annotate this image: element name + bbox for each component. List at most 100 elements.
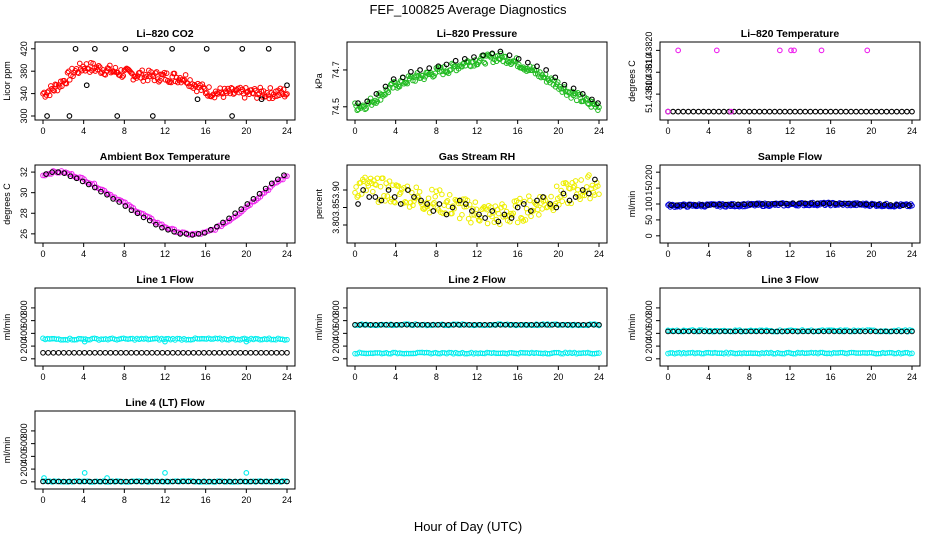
data-point bbox=[858, 108, 865, 115]
data-point bbox=[393, 321, 400, 328]
data-layer bbox=[352, 48, 602, 114]
panel-8: Line 2 Flow ml/min 0 4 8 12 16 20 24 0 20040060080… bbox=[314, 274, 608, 382]
data-point bbox=[845, 200, 851, 207]
data-point bbox=[431, 73, 437, 79]
data-point bbox=[695, 108, 702, 115]
data-point bbox=[815, 328, 822, 335]
data-point bbox=[893, 108, 900, 115]
data-point bbox=[875, 201, 882, 208]
data-point bbox=[502, 321, 509, 328]
data-point bbox=[736, 108, 743, 115]
data-point bbox=[808, 200, 815, 207]
data-point bbox=[872, 328, 879, 335]
data-point bbox=[864, 47, 871, 54]
y-axis-label: ml/min bbox=[314, 314, 324, 341]
data-point bbox=[567, 185, 573, 192]
data-point bbox=[442, 210, 449, 216]
data-point bbox=[40, 349, 46, 356]
data-point bbox=[116, 199, 123, 205]
data-point bbox=[820, 200, 827, 207]
data-point bbox=[153, 221, 159, 228]
data-point bbox=[518, 321, 524, 328]
data-point bbox=[553, 204, 560, 211]
data-point bbox=[686, 202, 693, 208]
data-point bbox=[180, 478, 186, 485]
data-point bbox=[241, 94, 248, 101]
plot-frame bbox=[346, 41, 608, 121]
data-point bbox=[372, 321, 379, 328]
data-point bbox=[203, 89, 210, 96]
x-tick-label: 0 bbox=[352, 372, 357, 382]
data-point bbox=[577, 91, 583, 98]
x-tick-label: 20 bbox=[241, 372, 251, 382]
data-point bbox=[284, 91, 290, 97]
data-point bbox=[524, 59, 531, 66]
data-point bbox=[909, 328, 915, 335]
data-point bbox=[55, 349, 62, 356]
y-axis-label: ml/min bbox=[627, 314, 637, 341]
data-point bbox=[575, 186, 581, 193]
series-1 bbox=[352, 349, 602, 357]
panel-title: Gas Stream RH bbox=[439, 151, 515, 163]
data-point bbox=[810, 328, 817, 335]
data-point bbox=[489, 213, 495, 220]
data-point bbox=[61, 170, 68, 176]
data-point bbox=[381, 192, 387, 199]
plot-frame bbox=[659, 41, 921, 121]
data-point bbox=[495, 218, 502, 225]
x-tick-label: 16 bbox=[513, 126, 523, 136]
data-point bbox=[553, 183, 560, 190]
data-point bbox=[201, 349, 207, 356]
data-point bbox=[501, 211, 508, 218]
y-axis-label: percent bbox=[314, 188, 324, 219]
data-point bbox=[55, 478, 62, 485]
data-point bbox=[149, 113, 156, 119]
data-point bbox=[382, 198, 388, 204]
data-point bbox=[380, 175, 386, 181]
y-tick-label: 51.43810 bbox=[644, 53, 654, 91]
y-axis-label: Licor ppm bbox=[2, 61, 12, 101]
series-2 bbox=[81, 338, 250, 345]
data-point bbox=[888, 108, 895, 115]
data-point bbox=[534, 197, 540, 204]
data-point bbox=[386, 178, 393, 184]
data-point bbox=[593, 350, 600, 357]
x-tick-label: 8 bbox=[434, 249, 439, 259]
data-point bbox=[541, 74, 548, 81]
data-point bbox=[675, 108, 682, 115]
y-tick-label: 50 bbox=[644, 215, 654, 225]
data-point bbox=[363, 187, 369, 194]
data-point bbox=[732, 328, 739, 335]
data-point bbox=[787, 108, 793, 115]
data-point bbox=[482, 215, 488, 221]
data-point bbox=[802, 200, 809, 207]
data-point bbox=[284, 478, 290, 485]
data-point bbox=[242, 478, 249, 485]
data-point bbox=[418, 197, 424, 204]
data-point bbox=[791, 47, 797, 54]
data-point bbox=[796, 200, 803, 207]
data-point bbox=[449, 210, 455, 217]
data-point bbox=[267, 85, 274, 91]
data-point bbox=[528, 321, 535, 328]
data-point bbox=[445, 321, 452, 328]
data-point bbox=[514, 204, 521, 211]
data-point bbox=[159, 224, 165, 231]
data-point bbox=[469, 212, 475, 218]
data-point bbox=[366, 194, 373, 200]
data-point bbox=[45, 349, 51, 356]
panel-title: Line 4 (LT) Flow bbox=[125, 397, 205, 409]
data-point bbox=[743, 328, 749, 335]
data-point bbox=[149, 478, 155, 485]
data-point bbox=[66, 478, 72, 485]
data-point bbox=[360, 187, 366, 193]
data-point bbox=[390, 76, 397, 83]
data-point bbox=[284, 349, 290, 356]
data-point bbox=[789, 328, 796, 335]
data-point bbox=[40, 478, 46, 485]
data-point bbox=[409, 189, 415, 196]
y-tick-label: 200 bbox=[644, 165, 654, 180]
data-point bbox=[487, 321, 493, 328]
data-point bbox=[378, 321, 384, 328]
